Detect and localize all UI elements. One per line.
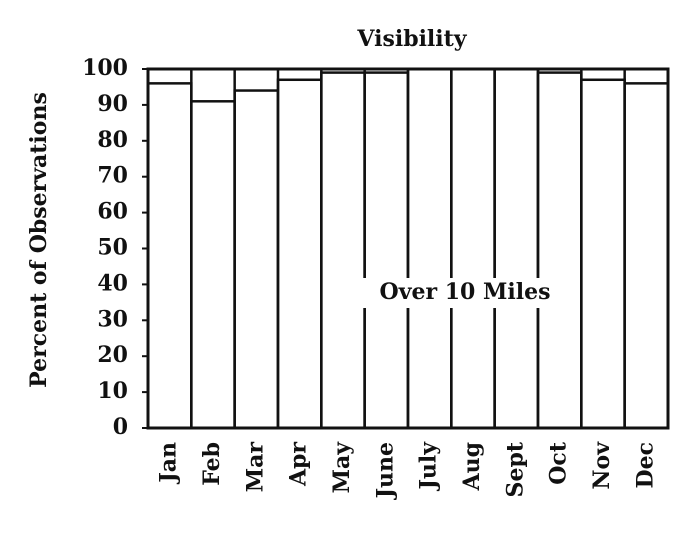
x-tick-label: Oct xyxy=(546,441,572,485)
bar xyxy=(276,78,323,430)
chart-title: Visibility xyxy=(356,26,467,52)
y-tick-label: 100 xyxy=(82,55,128,81)
plot-frame xyxy=(146,67,670,430)
y-tick-label: 0 xyxy=(113,414,128,440)
bar xyxy=(406,67,453,430)
bar xyxy=(233,89,280,430)
bar xyxy=(493,67,540,430)
y-tick-label: 10 xyxy=(97,378,128,404)
x-tick-label: May xyxy=(329,441,355,494)
bar xyxy=(536,71,583,430)
x-tick-label: Nov xyxy=(589,441,615,490)
bar xyxy=(623,82,670,430)
annotation: Over 10 Miles xyxy=(380,279,551,305)
x-tick-label: Apr xyxy=(286,442,312,487)
bar xyxy=(580,78,626,430)
bar xyxy=(320,71,366,430)
x-tick-label: Sept xyxy=(502,441,528,497)
y-tick-label: 80 xyxy=(97,127,128,153)
bar xyxy=(450,67,496,430)
x-tick-label: Feb xyxy=(199,442,225,486)
y-tick-label: 20 xyxy=(97,342,128,368)
bar xyxy=(146,82,193,430)
y-axis-label: Percent of Observations xyxy=(26,92,52,388)
annotation-bg xyxy=(358,278,570,308)
y-tick-label: 30 xyxy=(97,306,128,332)
y-tick-label: 70 xyxy=(97,163,128,189)
y-tick-label: 50 xyxy=(97,235,128,261)
y-tick-label: 90 xyxy=(97,91,128,117)
y-tick-label: 40 xyxy=(97,270,128,296)
x-tick-label: June xyxy=(372,442,398,500)
x-tick-label: Mar xyxy=(242,442,268,493)
bar xyxy=(190,100,236,430)
bar xyxy=(363,71,410,430)
y-tick-label: 60 xyxy=(97,199,128,225)
x-tick-label: Dec xyxy=(632,442,658,488)
x-tick-label: Aug xyxy=(459,442,485,491)
x-tick-label: July xyxy=(416,441,442,492)
x-tick-label: Jan xyxy=(156,442,182,485)
